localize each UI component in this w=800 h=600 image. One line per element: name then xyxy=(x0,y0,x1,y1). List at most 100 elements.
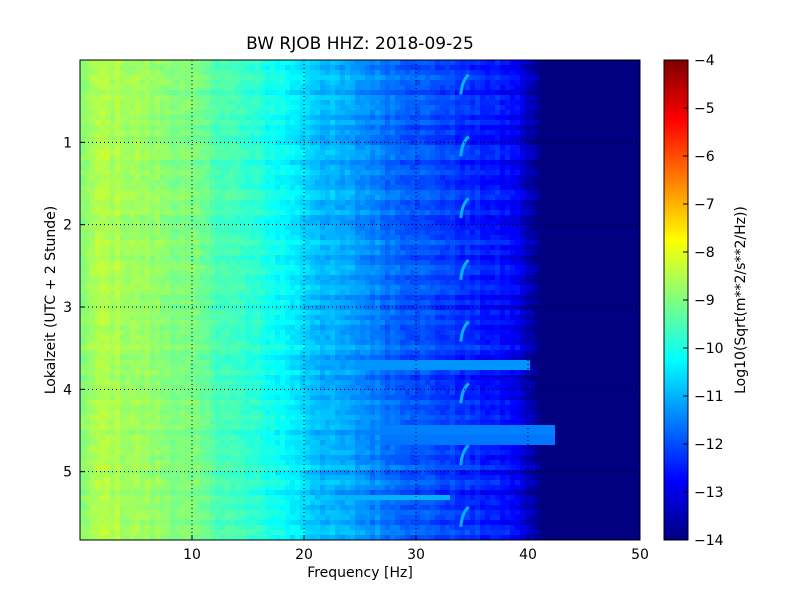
heatmap-cell xyxy=(80,135,86,141)
heatmap-cell xyxy=(385,190,391,196)
heatmap-cell xyxy=(515,270,521,276)
heatmap-cell xyxy=(180,210,186,216)
heatmap-cell xyxy=(200,280,206,286)
heatmap-cell xyxy=(560,185,566,191)
heatmap-cell xyxy=(170,255,176,261)
heatmap-cell xyxy=(570,220,576,226)
heatmap-cell xyxy=(160,150,166,156)
heatmap-cell xyxy=(335,260,341,266)
heatmap-cell xyxy=(385,130,391,136)
heatmap-cell xyxy=(145,85,151,91)
heatmap-cell xyxy=(510,115,516,121)
heatmap-cell xyxy=(355,270,361,276)
heatmap-cell xyxy=(385,210,391,216)
heatmap-cell xyxy=(160,240,166,246)
heatmap-cell xyxy=(625,140,631,146)
heatmap-cell xyxy=(225,165,231,171)
heatmap-cell xyxy=(600,245,606,251)
heatmap-cell xyxy=(290,80,296,86)
heatmap-cell xyxy=(540,210,546,216)
heatmap-cell xyxy=(155,120,161,126)
heatmap-cell xyxy=(485,145,491,151)
heatmap-cell xyxy=(120,140,126,146)
heatmap-cell xyxy=(270,250,276,256)
heatmap-cell xyxy=(460,180,466,186)
heatmap-cell xyxy=(150,240,156,246)
heatmap-cell xyxy=(630,215,636,221)
heatmap-cell xyxy=(210,95,216,101)
heatmap-cell xyxy=(550,220,556,226)
heatmap-cell xyxy=(175,115,181,121)
heatmap-cell xyxy=(90,225,96,231)
heatmap-cell xyxy=(405,115,411,121)
heatmap-cell xyxy=(385,160,391,166)
heatmap-cell xyxy=(620,95,626,101)
heatmap-cell xyxy=(280,90,286,96)
heatmap-cell xyxy=(625,175,631,181)
heatmap-cell xyxy=(565,260,571,266)
heatmap-cell xyxy=(205,170,211,176)
heatmap-cell xyxy=(205,105,211,111)
heatmap-cell xyxy=(170,180,176,186)
heatmap-cell xyxy=(150,135,156,141)
heatmap-cell xyxy=(125,240,131,246)
heatmap-cell xyxy=(345,255,351,261)
heatmap-cell xyxy=(605,90,611,96)
heatmap-cell xyxy=(600,190,606,196)
heatmap-cell xyxy=(615,90,621,96)
heatmap-cell xyxy=(120,225,126,231)
heatmap-cell xyxy=(575,125,581,131)
heatmap-cell xyxy=(510,195,516,201)
heatmap-cell xyxy=(235,70,241,76)
heatmap-cell xyxy=(445,115,451,121)
heatmap-cell xyxy=(485,200,491,206)
heatmap-cell xyxy=(215,90,221,96)
heatmap-cell xyxy=(550,165,556,171)
heatmap-cell xyxy=(310,85,316,91)
heatmap-cell xyxy=(505,185,511,191)
heatmap-cell xyxy=(115,125,121,131)
heatmap-cell xyxy=(445,235,451,241)
heatmap-cell xyxy=(320,240,326,246)
heatmap-cell xyxy=(325,265,331,271)
heatmap-cell xyxy=(150,270,156,276)
heatmap-cell xyxy=(535,195,541,201)
heatmap-cell xyxy=(165,190,171,196)
heatmap-cell xyxy=(100,160,106,166)
heatmap-cell xyxy=(565,235,571,241)
heatmap-cell xyxy=(615,60,621,66)
heatmap-cell xyxy=(445,85,451,91)
heatmap-cell xyxy=(320,215,326,221)
heatmap-cell xyxy=(375,60,381,66)
heatmap-cell xyxy=(475,260,481,266)
heatmap-cell xyxy=(355,205,361,211)
heatmap-cell xyxy=(370,70,376,76)
heatmap-cell xyxy=(485,70,491,76)
heatmap-cell xyxy=(395,80,401,86)
heatmap-cell xyxy=(215,115,221,121)
heatmap-cell xyxy=(320,110,326,116)
heatmap-cell xyxy=(615,265,621,271)
heatmap-cell xyxy=(115,235,121,241)
heatmap-cell xyxy=(205,240,211,246)
heatmap-cell xyxy=(370,235,376,241)
heatmap-cell xyxy=(310,80,316,86)
heatmap-cell xyxy=(295,95,301,101)
heatmap-cell xyxy=(290,100,296,106)
heatmap-cell xyxy=(585,225,591,231)
heatmap-cell xyxy=(145,275,151,281)
heatmap-cell xyxy=(215,160,221,166)
heatmap-cell xyxy=(410,95,416,101)
heatmap-cell xyxy=(150,130,156,136)
heatmap-cell xyxy=(225,105,231,111)
heatmap-cell xyxy=(490,165,496,171)
heatmap-cell xyxy=(605,155,611,161)
heatmap-cell xyxy=(560,120,566,126)
heatmap-cell xyxy=(115,160,121,166)
heatmap-cell xyxy=(250,220,256,226)
heatmap-cell xyxy=(145,175,151,181)
heatmap-cell xyxy=(560,70,566,76)
heatmap-cell xyxy=(570,75,576,81)
heatmap-cell xyxy=(630,260,636,266)
heatmap-cell xyxy=(350,160,356,166)
